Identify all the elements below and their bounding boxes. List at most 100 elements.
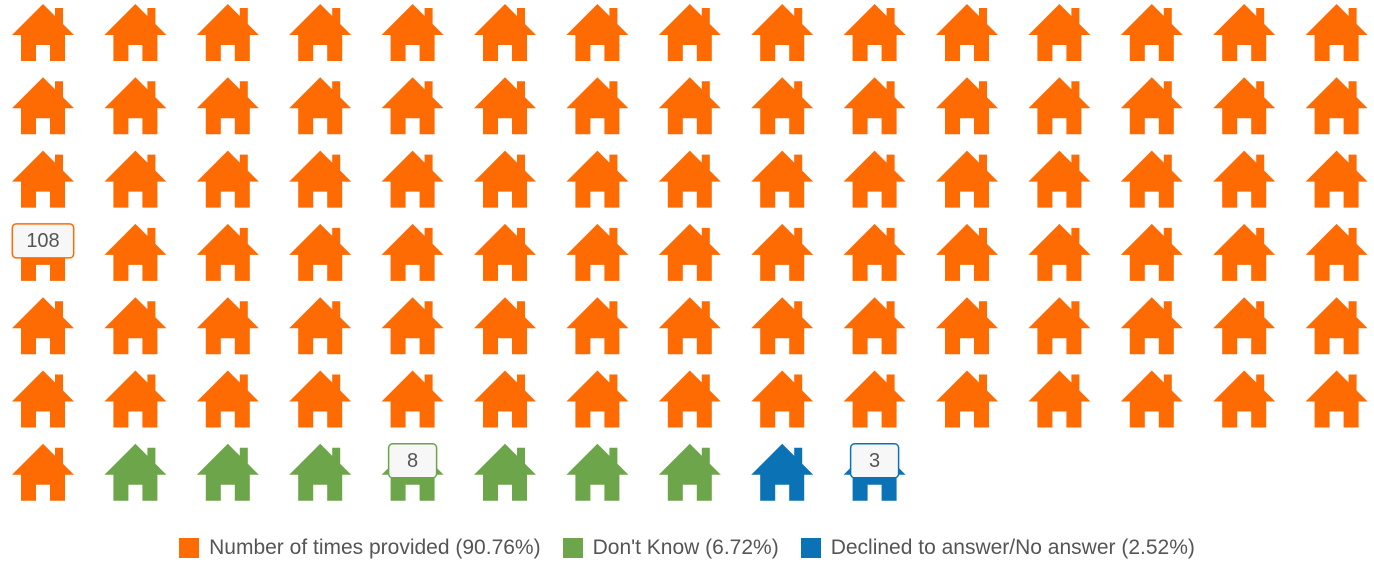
icon (843, 223, 906, 281)
icon (1028, 370, 1091, 428)
legend-label: Number of times provided (90.76%) (209, 536, 541, 559)
icon (12, 150, 74, 208)
icon (12, 4, 74, 61)
icon (1305, 370, 1368, 428)
icon (936, 77, 998, 135)
icon (474, 4, 536, 61)
icon (1028, 150, 1091, 208)
icon (1028, 4, 1091, 61)
value-label: 8 (387, 443, 438, 479)
legend-swatch (179, 538, 200, 558)
icon (1305, 223, 1368, 281)
icon (566, 4, 629, 61)
icon (843, 297, 906, 355)
icon (381, 297, 444, 355)
icon (381, 4, 444, 61)
icon (104, 370, 167, 428)
icon (1305, 4, 1368, 61)
icon (1028, 297, 1091, 355)
icon (474, 297, 536, 355)
icon (1120, 150, 1183, 208)
icon (658, 443, 721, 501)
icon (566, 223, 629, 281)
value-label-text: 8 (407, 450, 418, 472)
icon (936, 150, 998, 208)
value-label: 108 (11, 223, 75, 259)
legend-label: Don't Know (6.72%) (592, 536, 779, 559)
icon (1120, 4, 1183, 61)
icon (1213, 297, 1276, 355)
icon (658, 297, 721, 355)
icon (1305, 77, 1368, 135)
value-label-text: 108 (26, 230, 59, 252)
icon (566, 77, 629, 135)
icon (1120, 297, 1183, 355)
value-label-box (387, 443, 438, 479)
icon (1305, 297, 1368, 355)
icon (751, 297, 814, 355)
icon (1213, 150, 1276, 208)
icon (289, 223, 352, 281)
legend-item: Declined to answer/No answer (2.52%) (800, 536, 1195, 560)
icon (104, 223, 167, 281)
icon (381, 150, 444, 208)
icon (1213, 370, 1276, 428)
icon (566, 370, 629, 428)
icon (843, 370, 906, 428)
icon (474, 77, 536, 135)
icon (658, 223, 721, 281)
icon (1213, 77, 1276, 135)
icon (289, 150, 352, 208)
icon (936, 370, 998, 428)
icon (289, 443, 352, 501)
icon (1213, 4, 1276, 61)
icon (566, 443, 629, 501)
icon (196, 4, 259, 61)
legend: Number of times provided (90.76%) Don't K… (0, 536, 1374, 560)
icon (658, 370, 721, 428)
icon (1213, 223, 1276, 281)
icon (12, 297, 74, 355)
icon (658, 77, 721, 135)
icon (658, 150, 721, 208)
icon (474, 370, 536, 428)
icon (381, 77, 444, 135)
icon (936, 4, 998, 61)
icon (566, 297, 629, 355)
icon (196, 443, 259, 501)
icon (1120, 223, 1183, 281)
icon (104, 150, 167, 208)
icon (12, 443, 74, 501)
value-label-text: 3 (869, 450, 880, 472)
value-label-box (11, 223, 75, 259)
icon (196, 223, 259, 281)
icon (936, 223, 998, 281)
icon (474, 223, 536, 281)
icon (104, 77, 167, 135)
icon (12, 77, 74, 135)
icon (381, 223, 444, 281)
icon (843, 4, 906, 61)
icon (843, 77, 906, 135)
icon (936, 297, 998, 355)
value-label: 3 (849, 443, 900, 479)
icon (751, 370, 814, 428)
legend-swatch (800, 538, 821, 558)
icon (12, 370, 74, 428)
icon (658, 4, 721, 61)
legend-label: Declined to answer/No answer (2.52%) (830, 536, 1195, 559)
icon (104, 297, 167, 355)
icon (1028, 223, 1091, 281)
icon (751, 150, 814, 208)
icon (1305, 150, 1368, 208)
icon (1028, 77, 1091, 135)
icon (196, 370, 259, 428)
icon (196, 297, 259, 355)
icon (474, 443, 536, 501)
legend-swatch (562, 538, 583, 558)
value-label-box (849, 443, 900, 479)
icon (566, 150, 629, 208)
icon (1120, 77, 1183, 135)
icon (196, 150, 259, 208)
